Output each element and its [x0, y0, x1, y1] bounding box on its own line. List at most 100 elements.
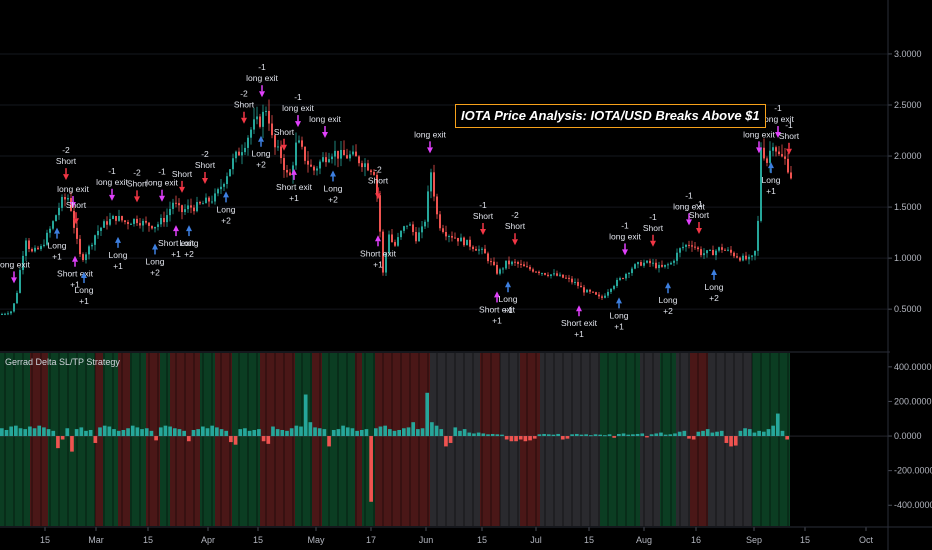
signal-label: Short: [368, 175, 389, 185]
delta-bar: [149, 430, 154, 437]
delta-bar: [631, 434, 635, 437]
regime-stripe: [103, 353, 118, 526]
candle-body: [211, 201, 213, 203]
signal-arrow: [259, 91, 265, 98]
indicator-title[interactable]: Gerrad Delta SL/TP Strategy: [5, 357, 120, 367]
delta-bar: [196, 429, 201, 437]
candle-body: [217, 189, 219, 194]
candle-body: [535, 271, 537, 273]
delta-bar: [331, 429, 336, 437]
candle-body: [349, 154, 351, 159]
candle-body: [25, 240, 27, 256]
stripe-texture: [103, 353, 105, 526]
candle-body: [103, 221, 105, 228]
stripe-texture: [202, 353, 204, 526]
signal-label: long exit: [96, 177, 128, 187]
candle-body: [100, 227, 102, 231]
signal-short: Short: [172, 169, 193, 193]
candle-body: [133, 218, 135, 224]
signal-exit: long exit: [57, 184, 89, 209]
signal-arrow: [686, 219, 692, 226]
candle-body: [4, 313, 6, 315]
signal-label: long exit: [146, 178, 178, 188]
stripe-texture: [211, 353, 213, 526]
candle-body: [124, 220, 126, 222]
candle-body: [700, 249, 702, 256]
signal-label: +2: [184, 249, 194, 259]
candle-body: [604, 295, 606, 298]
delta-bar: [172, 428, 177, 437]
candle-body: [691, 245, 693, 247]
regime-stripe: [375, 353, 430, 526]
delta-bar: [593, 434, 598, 437]
stripe-texture: [499, 353, 501, 526]
candle-body: [178, 203, 180, 206]
time-tick-label: May: [307, 535, 325, 545]
delta-bar: [163, 425, 168, 437]
stripe-texture: [319, 353, 321, 526]
candle-body: [271, 123, 273, 136]
candle-body: [292, 165, 294, 176]
candle-body: [313, 166, 315, 171]
delta-bar: [378, 426, 383, 437]
stripe-texture: [715, 353, 717, 526]
indicator-tick-label: 400.0000: [894, 362, 932, 372]
signal-label: Long: [217, 204, 236, 214]
signal-long: Long+2: [252, 135, 271, 170]
candle-body: [367, 163, 369, 171]
delta-bar: [74, 429, 79, 437]
candle-body: [511, 261, 513, 265]
candle-body: [16, 292, 18, 304]
candle-body: [556, 273, 558, 276]
candle-body: [481, 248, 483, 250]
delta-bar: [317, 428, 322, 437]
candle-body: [463, 237, 465, 246]
delta-bar: [233, 436, 238, 445]
regime-stripe: [30, 353, 48, 526]
delta-bar: [116, 430, 121, 437]
candle-body: [1, 313, 3, 315]
candle-body: [646, 260, 648, 263]
stripe-texture: [76, 353, 78, 526]
candle-body: [163, 217, 165, 223]
time-axis[interactable]: 15 Mar 15 Apr 15 May 17 Jun 15 Jul 15 Aug 16 Sep 15 Oct: [40, 527, 874, 545]
candle-body: [295, 142, 297, 166]
stripe-texture: [112, 353, 114, 526]
candle-body: [202, 203, 204, 205]
delta-bar: [504, 436, 509, 440]
delta-bar: [14, 425, 18, 437]
candle-body: [712, 249, 714, 256]
signal-long: Long+2: [146, 243, 165, 277]
signal-arrow: [186, 225, 192, 232]
candle-body: [181, 205, 183, 213]
signal-label: Short: [779, 131, 800, 141]
candle-body: [52, 221, 54, 229]
delta-bar: [18, 428, 23, 437]
candle-body: [406, 225, 408, 227]
stripe-texture: [256, 353, 258, 526]
signal-shortexit: Short exit+1: [479, 291, 516, 325]
stripe-texture: [193, 353, 195, 526]
regime-stripe: [95, 353, 103, 526]
stripe-texture: [607, 353, 609, 526]
candle-body: [40, 246, 42, 250]
price-axis[interactable]: 3.0000 2.5000 2.0000 1.5000 1.0000 0.5000: [888, 49, 922, 314]
delta-bar: [102, 425, 107, 437]
delta-bar: [0, 428, 4, 437]
indicator-axis[interactable]: 400.0000 200.0000 0.0000 -200.0000 -400.0000: [888, 362, 932, 510]
regime-stripe: [540, 353, 600, 526]
stripe-texture: [652, 353, 654, 526]
signal-label: Short: [505, 221, 526, 231]
regime-stripe: [160, 353, 170, 526]
signal-long: Long+2: [217, 191, 236, 225]
time-tick-label: 15: [477, 535, 487, 545]
candle-body: [496, 264, 498, 274]
candle-body: [286, 169, 288, 173]
signal-arrow: [159, 195, 165, 202]
candle-body: [736, 256, 738, 258]
stripe-texture: [40, 353, 42, 526]
delta-bar: [308, 422, 313, 437]
candle-body: [148, 222, 150, 226]
time-tick-label: Jul: [530, 535, 542, 545]
